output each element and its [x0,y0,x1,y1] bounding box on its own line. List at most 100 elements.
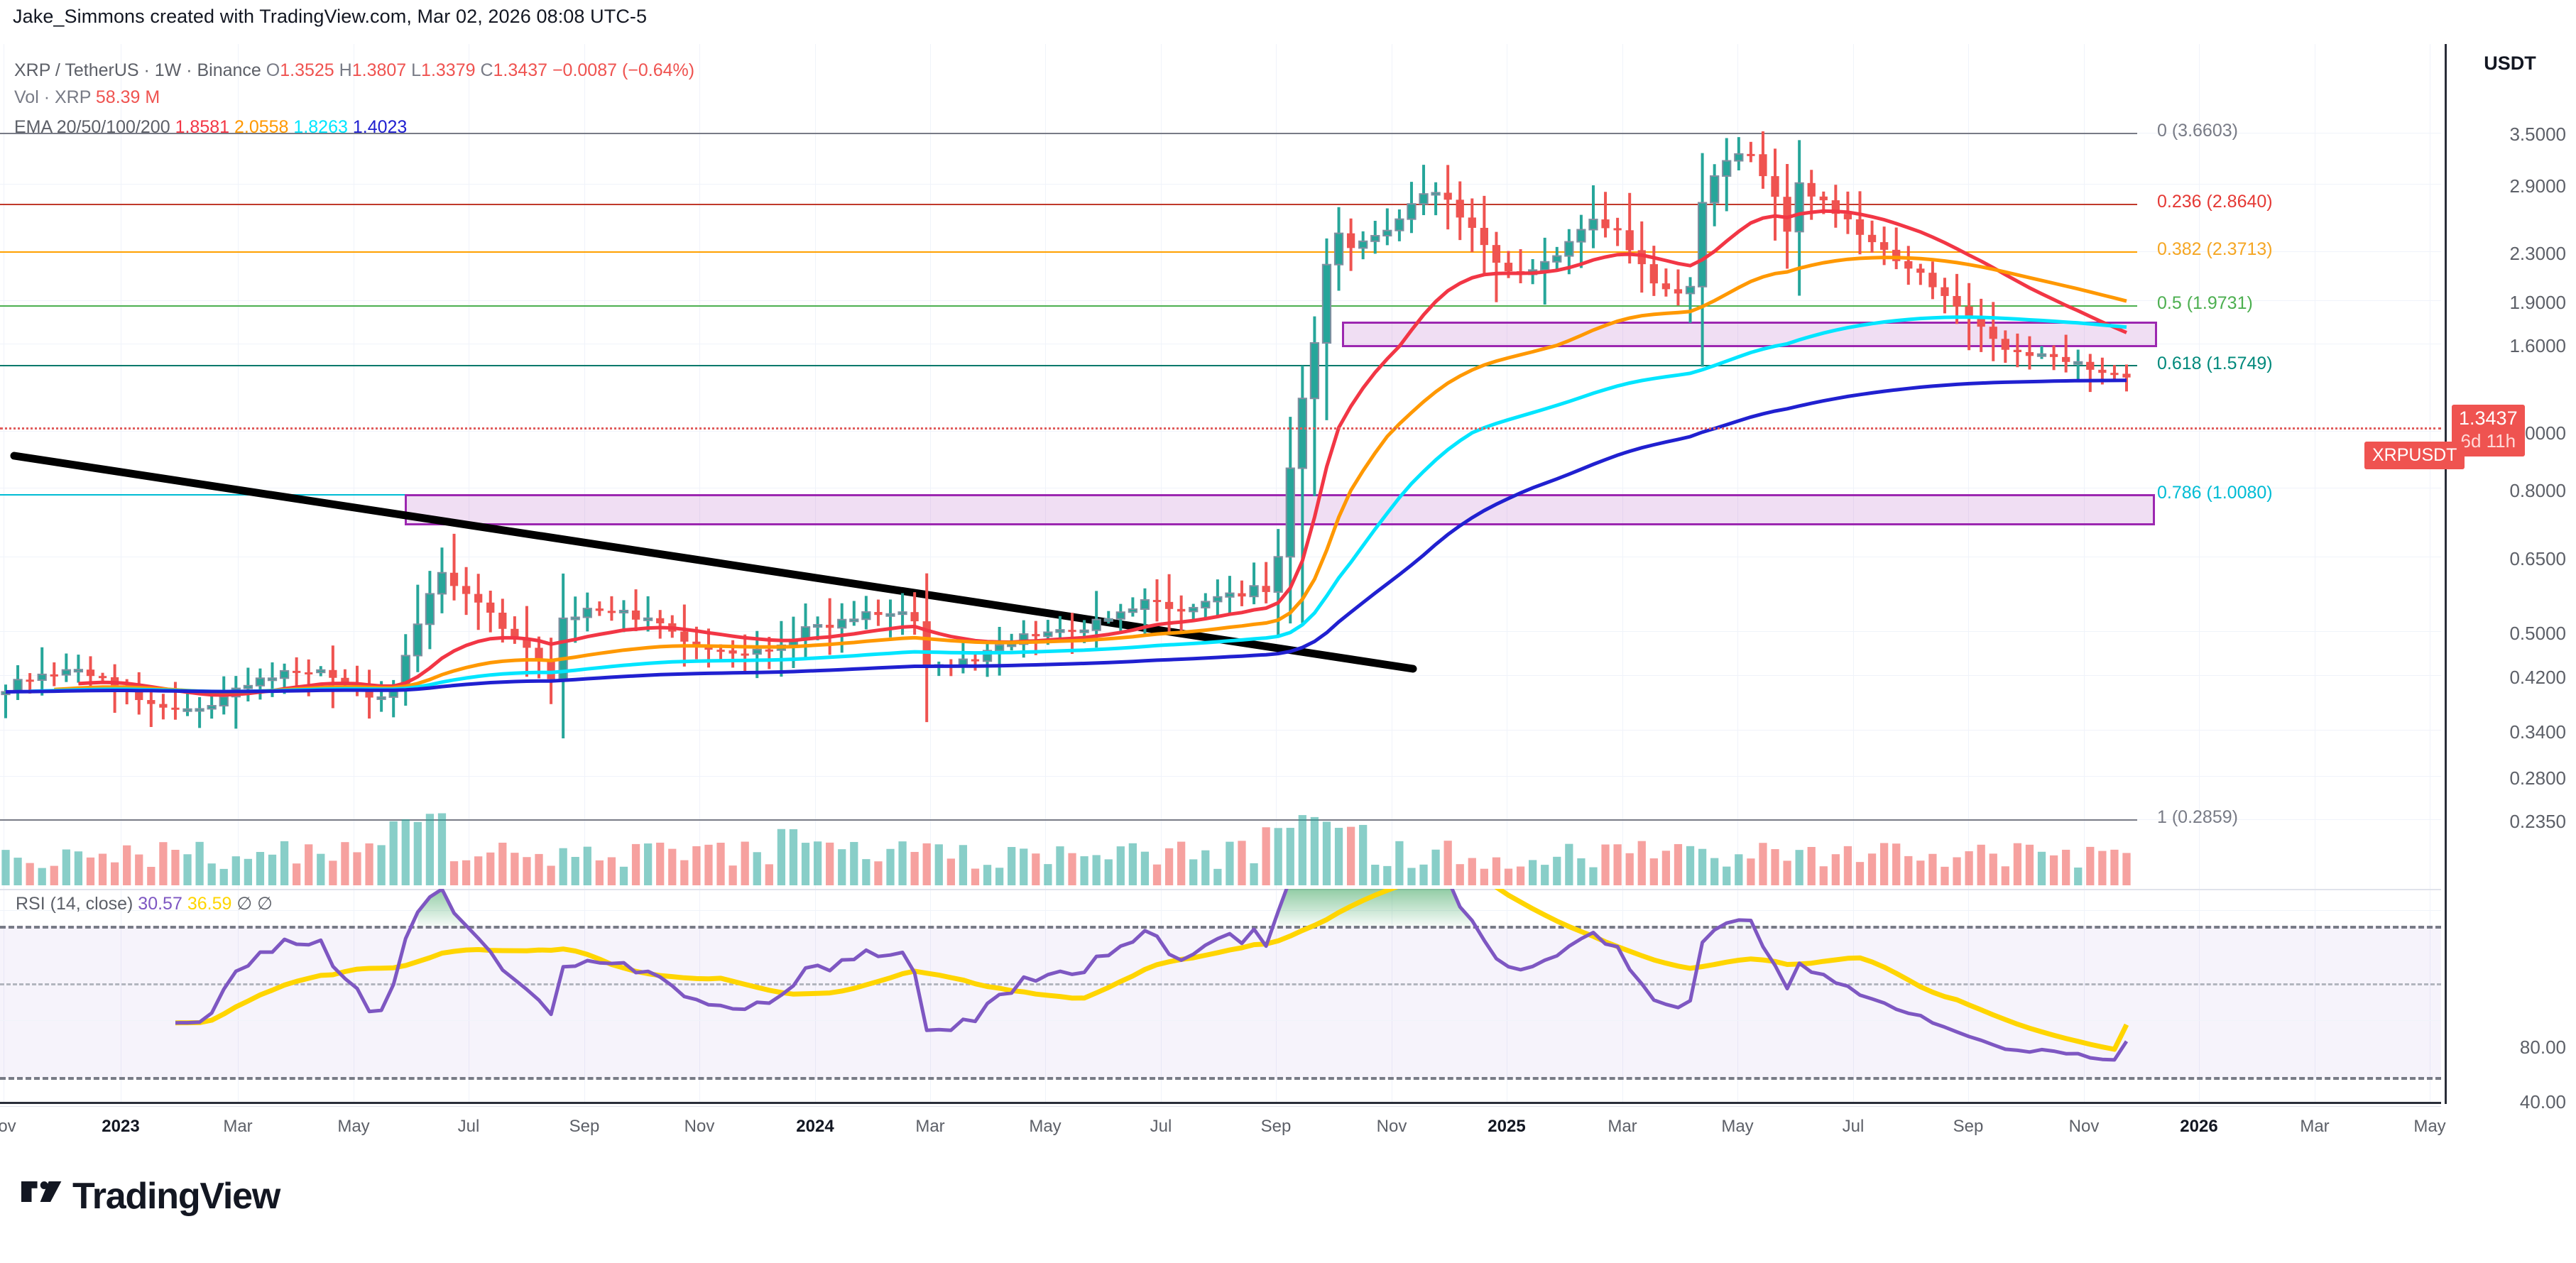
fib-label-5: 0.5 (1.9731) [2157,293,2253,313]
support-zone-upper[interactable] [1342,322,2157,347]
price-tick: 2.3000 [2509,243,2566,264]
legend-ema-row[interactable]: EMA 20/50/100/200 1.8581 2.0558 1.8263 1… [14,114,694,141]
grid-line-vertical [2084,44,2085,1104]
grid-line-vertical [1853,44,1854,1104]
grid-line-vertical [930,44,931,1104]
price-tick: 2.9000 [2509,175,2566,197]
legend-change: −0.0087 (−0.64%) [552,60,695,80]
fib-line-382 [0,251,2137,253]
rsi-ma-value: 36.59 [187,894,232,914]
legend-symbol-row[interactable]: XRP / TetherUS · 1W · Binance O1.3525 H1… [14,57,694,84]
legend-low-value: 1.3379 [421,60,476,80]
grid-line-horizontal [0,431,2441,432]
price-chart-plot-area[interactable]: XRP / TetherUS · 1W · Binance O1.3525 H1… [0,44,2441,1104]
price-tick: 1.9000 [2509,292,2566,313]
candlestick-series[interactable] [1,131,2131,739]
time-tick: May [2413,1117,2446,1136]
legend-symbol: XRP / TetherUS · 1W · Binance [14,60,261,80]
legend-low-label: L [411,60,422,80]
tradingview-logo[interactable]: TradingView [21,1175,280,1218]
pane-separator [0,889,2441,890]
rsi-grid-line [0,910,2441,911]
currency-chip[interactable]: USDT [2456,48,2564,79]
ema100-line [30,315,2127,694]
rsi-oversold-line [0,1077,2441,1080]
fib-label-382: 0.382 (2.3713) [2157,239,2273,259]
ema50-line [54,256,2127,694]
grid-line-vertical [1161,44,1162,1104]
legend-ema50-value: 2.0558 [234,117,289,137]
grid-line-vertical [2199,44,2200,1104]
legend-high-label: H [339,60,352,80]
fib-line-1 [0,819,2137,821]
grid-line-vertical [1622,44,1623,1104]
time-tick: Jul [1842,1117,1865,1136]
grid-line-vertical [238,44,239,1104]
grid-line-vertical [584,44,585,1104]
rsi-indicator-pane[interactable]: RSI (14, close) 30.57 36.59 ∅ ∅ [0,889,2441,1104]
grid-line-vertical [1968,44,1969,1104]
legend-ema20-value: 1.8581 [175,117,230,137]
time-tick: Mar [2300,1117,2330,1136]
price-tick: 0.2350 [2509,811,2566,832]
fib-label-1: 1 (0.2859) [2157,807,2238,827]
time-tick: Nov [1376,1117,1407,1136]
attribution-text: Jake_Simmons created with TradingView.co… [13,6,648,27]
legend-ema100-value: 1.8263 [293,117,348,137]
current-price-line [0,427,2441,430]
time-tick: ov [0,1117,16,1136]
price-scale[interactable]: USDT 3.5000 2.9000 2.3000 1.9000 1.6000 … [2445,44,2576,1112]
volume-series[interactable] [1,813,2131,885]
time-tick: Sep [1953,1117,1984,1136]
legend-open-value: 1.3525 [280,60,334,80]
legend-ema200-value: 1.4023 [352,117,408,137]
price-tick: 0.3400 [2509,721,2566,743]
fib-line-5 [0,305,2137,307]
current-price-value: 1.3437 [2459,408,2518,429]
legend-ema-label: EMA 20/50/100/200 [14,117,170,137]
rsi-legend[interactable]: RSI (14, close) 30.57 36.59 ∅ ∅ [16,893,273,914]
rsi-tick: 40.00 [2519,1091,2566,1112]
grid-line-horizontal [0,184,2441,185]
grid-line-vertical [699,44,700,1104]
rsi-overbought-line [0,926,2441,929]
rsi-line [175,889,2129,1062]
rsi-bottom-axis [0,1102,2441,1104]
rsi-grid-line [0,1020,2441,1021]
ema200-line [5,378,2127,694]
fib-label-0: 0 (3.6603) [2157,121,2238,141]
time-tick: Nov [2068,1117,2100,1136]
price-scale-divider [2445,44,2447,1104]
time-tick: Mar [915,1117,945,1136]
time-scale[interactable]: ov 2023 Mar May Jul Sep Nov 2024 Mar May… [0,1106,2446,1148]
symbol-price-tag[interactable]: XRPUSDT [2364,442,2465,469]
legend-volume-value: 58.39 M [95,87,160,107]
rsi-overbought-fill [417,889,1751,926]
grid-line-horizontal [0,730,2441,731]
fib-label-236: 0.236 (2.8640) [2157,192,2273,212]
chart-frame: XRP / TetherUS · 1W · Binance O1.3525 H1… [0,44,2576,1148]
price-tick: 0.5000 [2509,623,2566,644]
fib-line-236 [0,204,2137,205]
price-tick: 0.4200 [2509,667,2566,688]
rsi-value: 30.57 [138,894,182,914]
legend-close-label: C [480,60,493,80]
legend-volume-label: Vol · XRP [14,87,91,107]
time-tick: Jul [1150,1117,1172,1136]
fib-label-618: 0.618 (1.5749) [2157,354,2273,373]
time-tick-year: 2026 [2180,1117,2218,1136]
legend-volume-row[interactable]: Vol · XRP 58.39 M [14,84,694,111]
rsi-midline [0,983,2441,985]
tradingview-mark-icon [21,1181,62,1203]
price-tick: 0.8000 [2509,480,2566,501]
grid-line-horizontal [0,776,2441,777]
time-tick-year: 2024 [796,1117,834,1136]
time-tick: May [1721,1117,1754,1136]
rsi-ma-line [175,889,2129,1052]
price-tick: 3.5000 [2509,124,2566,145]
rsi-series-svg [175,889,2129,1062]
support-zone-lower[interactable] [405,494,2155,525]
footer: TradingView [0,1148,2576,1263]
time-tick: Jul [457,1117,480,1136]
chart-legend: XRP / TetherUS · 1W · Binance O1.3525 H1… [14,57,694,141]
